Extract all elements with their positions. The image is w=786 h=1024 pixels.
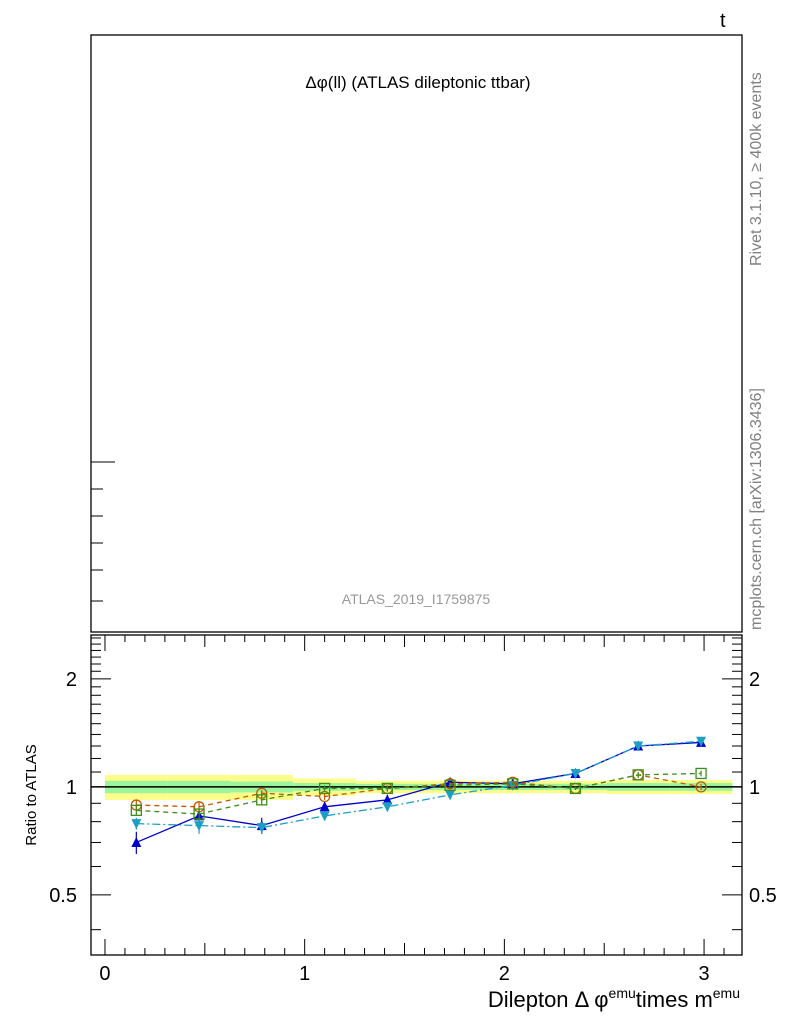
data-point [445, 790, 456, 801]
data-point [131, 836, 142, 847]
data-point [569, 782, 582, 795]
data-point [318, 782, 331, 795]
series-line-3 [136, 774, 702, 808]
data-point [131, 819, 142, 830]
y-tick-label-left: 2 [66, 669, 77, 691]
data-point [381, 782, 393, 795]
data-point [633, 741, 644, 752]
series-line-2 [136, 740, 702, 829]
series-line-1 [136, 741, 702, 844]
main-panel-frame [90, 34, 743, 633]
y-tick-label-left: 1 [66, 777, 77, 799]
data-point [319, 811, 330, 822]
data-point [507, 778, 519, 790]
y-tick-label-right: 0.5 [749, 885, 777, 907]
series-line-4 [136, 772, 702, 815]
y-tick-label-right: 1 [749, 777, 760, 799]
data-point [382, 794, 393, 805]
data-point [130, 804, 142, 817]
data-point [444, 779, 456, 791]
mcplots-reference-text: mcplots.cern.ch [arXiv:1306.3436] [748, 388, 765, 630]
x-tick-label: 2 [499, 963, 510, 985]
data-point [256, 794, 268, 806]
data-point [194, 821, 205, 832]
data-point [319, 801, 330, 812]
ratio-panel: 0 1 2 3 0.5 0.5 1 1 2 2 [49, 634, 777, 985]
data-point [570, 768, 581, 779]
y-tick-label-left: 0.5 [49, 885, 77, 907]
data-point [696, 736, 707, 747]
corner-label: t [720, 10, 726, 32]
data-point [256, 823, 267, 834]
data-point [695, 767, 707, 780]
x-tick-label: 3 [698, 963, 709, 985]
data-point [193, 808, 205, 820]
chart-title: Δφ(ll) (ATLAS dileptonic ttbar) [305, 73, 530, 92]
x-tick-label: 0 [99, 963, 110, 985]
data-point [695, 781, 707, 793]
watermark: ATLAS_2019_I1759875 [342, 591, 491, 607]
rivet-version-text: Rivet 3.1.10, ≥ 400k events [748, 72, 765, 266]
data-point [632, 769, 644, 781]
x-tick-label: 1 [299, 963, 310, 985]
y-axis-label: Ratio to ATLAS [23, 744, 40, 845]
data-point [382, 802, 393, 813]
y-tick-label-right: 2 [749, 669, 760, 691]
x-axis-label: Dilepton Δ φemutimes memu [488, 985, 740, 1012]
ratio-panel-frame [90, 634, 743, 956]
